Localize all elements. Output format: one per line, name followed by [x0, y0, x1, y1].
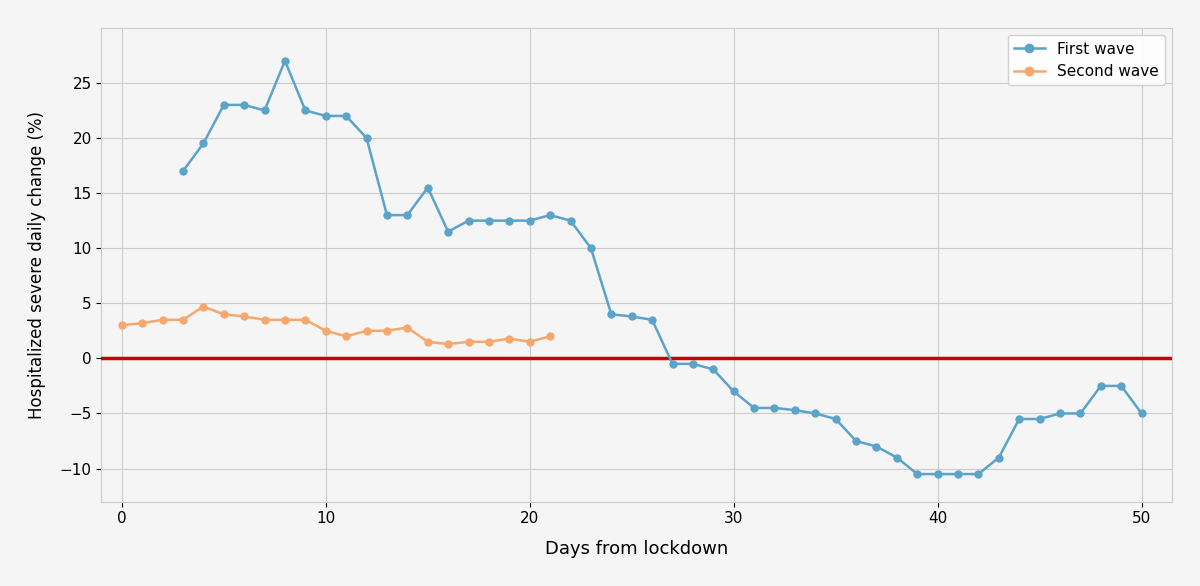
First wave — [440, 228, 455, 235]
Second wave — [522, 338, 536, 345]
First wave — [910, 471, 924, 478]
First wave — [542, 212, 557, 219]
First wave — [196, 140, 210, 147]
Second wave — [134, 319, 149, 326]
First wave — [787, 407, 802, 414]
First wave — [1134, 410, 1148, 417]
First wave — [1052, 410, 1067, 417]
First wave — [216, 101, 230, 108]
First wave — [685, 360, 700, 367]
Second wave — [155, 316, 169, 323]
First wave — [644, 316, 659, 323]
First wave — [746, 404, 761, 411]
Y-axis label: Hospitalized severe daily change (%): Hospitalized severe daily change (%) — [28, 111, 46, 418]
Second wave — [400, 324, 414, 331]
First wave — [767, 404, 781, 411]
Second wave — [542, 333, 557, 340]
Legend: First wave, Second wave: First wave, Second wave — [1008, 35, 1164, 86]
First wave — [481, 217, 496, 224]
First wave — [563, 217, 577, 224]
First wave — [400, 212, 414, 219]
First wave — [318, 113, 332, 120]
First wave — [1073, 410, 1087, 417]
First wave — [583, 244, 598, 251]
First wave — [624, 313, 638, 320]
First wave — [828, 415, 842, 423]
First wave — [1032, 415, 1046, 423]
Second wave — [196, 303, 210, 310]
First wave — [502, 217, 516, 224]
Second wave — [502, 335, 516, 342]
First wave — [277, 57, 292, 64]
First wave — [930, 471, 944, 478]
First wave — [379, 212, 394, 219]
Second wave — [379, 328, 394, 335]
Second wave — [236, 313, 251, 320]
First wave — [1012, 415, 1026, 423]
First wave — [359, 134, 373, 141]
Second wave — [318, 328, 332, 335]
First wave — [420, 184, 434, 191]
Second wave — [420, 338, 434, 345]
Second wave — [359, 328, 373, 335]
Second wave — [481, 338, 496, 345]
First wave — [236, 101, 251, 108]
First wave — [665, 360, 679, 367]
First wave — [257, 107, 271, 114]
First wave — [991, 454, 1006, 461]
First wave — [726, 388, 740, 395]
Second wave — [175, 316, 190, 323]
First wave — [706, 366, 720, 373]
First wave — [461, 217, 475, 224]
Second wave — [216, 311, 230, 318]
Second wave — [461, 338, 475, 345]
First wave — [971, 471, 985, 478]
First wave — [808, 410, 822, 417]
Second wave — [114, 322, 128, 329]
Line: First wave: First wave — [180, 57, 1145, 478]
First wave — [604, 311, 618, 318]
First wave — [848, 438, 863, 445]
First wave — [522, 217, 536, 224]
Line: Second wave: Second wave — [119, 303, 553, 347]
Second wave — [277, 316, 292, 323]
First wave — [175, 168, 190, 175]
First wave — [1093, 383, 1108, 390]
First wave — [1114, 383, 1128, 390]
First wave — [869, 443, 883, 450]
Second wave — [298, 316, 312, 323]
First wave — [298, 107, 312, 114]
First wave — [889, 454, 904, 461]
Second wave — [440, 340, 455, 347]
Second wave — [257, 316, 271, 323]
Second wave — [338, 333, 353, 340]
First wave — [338, 113, 353, 120]
X-axis label: Days from lockdown: Days from lockdown — [545, 540, 728, 558]
First wave — [950, 471, 965, 478]
